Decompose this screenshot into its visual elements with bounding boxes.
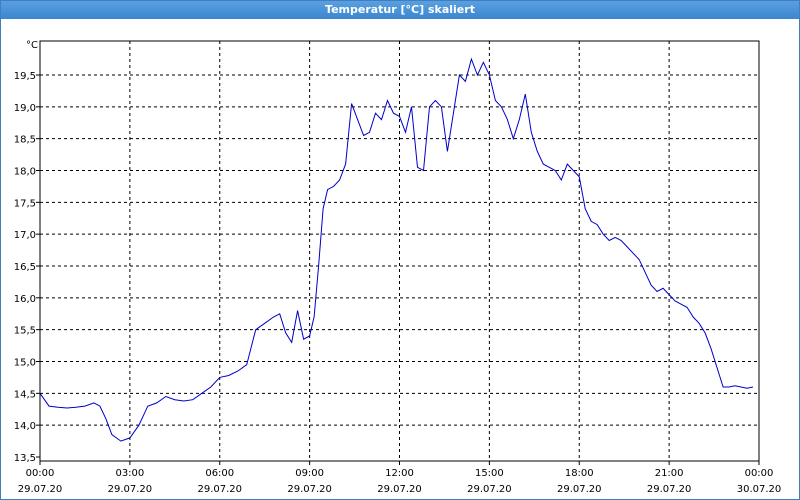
y-tick-label: 17,0 [14, 230, 36, 241]
x-tick-time-label: 00:00 [26, 468, 55, 479]
temperature-series-line [39, 57, 754, 442]
y-tick-label: 17,5 [14, 198, 36, 209]
y-tick-label: 15,5 [14, 326, 36, 337]
y-tick-label: 16,5 [14, 262, 36, 273]
x-tick-date-label: 29.07.20 [647, 484, 692, 495]
x-tick-date-label: 29.07.20 [197, 484, 242, 495]
y-tick-label: 18,0 [14, 167, 36, 178]
y-tick-label: 16,0 [14, 294, 36, 305]
x-tick-time-label: 00:00 [745, 468, 774, 479]
x-tick-date-label: 30.07.20 [737, 484, 782, 495]
window-title: Temperatur [°C] skaliert [1, 1, 799, 19]
series-layer [39, 57, 754, 442]
y-tick-label: 14,0 [14, 421, 36, 432]
x-tick-date-label: 29.07.20 [18, 484, 63, 495]
y-axis-ticks: 13,5 14,0 14,5 15,0 15,5 16,0 16,5 17,0 17,5 18,0… [14, 71, 40, 464]
y-tick-label: 19,5 [14, 71, 36, 82]
x-tick-time-label: 18:00 [565, 468, 594, 479]
x-tick-time-label: 09:00 [295, 468, 324, 479]
x-axis-ticks: 00:00 29.07.20 03:00 29.07.20 06:00 29.07.20 0… [18, 461, 782, 495]
y-tick-label: 18,5 [14, 135, 36, 146]
x-tick-date-label: 29.07.20 [377, 484, 422, 495]
y-tick-label: 13,5 [14, 453, 36, 464]
y-tick-label: 14,5 [14, 389, 36, 400]
x-tick-date-label: 29.07.20 [108, 484, 153, 495]
x-tick-date-label: 29.07.20 [467, 484, 512, 495]
x-tick-time-label: 12:00 [385, 468, 414, 479]
x-tick-time-label: 03:00 [115, 468, 144, 479]
y-tick-label: 15,0 [14, 358, 36, 369]
x-tick-time-label: 15:00 [475, 468, 504, 479]
grid-lines [40, 41, 759, 461]
y-tick-label: 19,0 [14, 103, 36, 114]
x-tick-date-label: 29.07.20 [557, 484, 602, 495]
x-tick-date-label: 29.07.20 [287, 484, 332, 495]
x-tick-time-label: 21:00 [655, 468, 684, 479]
y-axis-unit-label: °C [26, 40, 38, 51]
x-tick-time-label: 06:00 [205, 468, 234, 479]
